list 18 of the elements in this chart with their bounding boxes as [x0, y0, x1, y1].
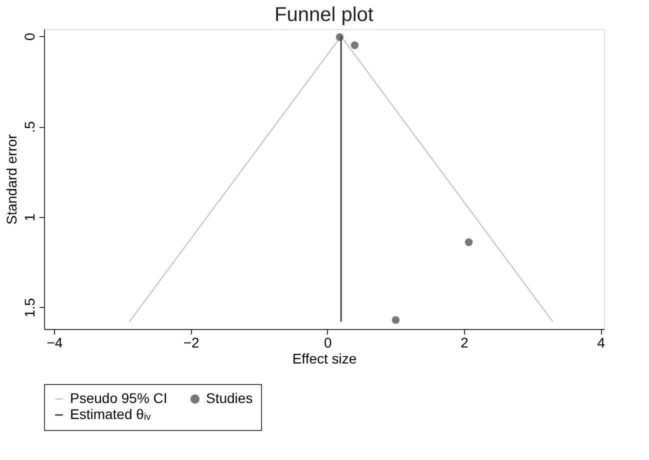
x-tick-label: 2: [460, 334, 469, 350]
point: [392, 316, 400, 324]
point: [350, 41, 359, 50]
point: [464, 238, 473, 246]
x-tick-label: −4: [46, 334, 63, 350]
x-tick-label: 4: [597, 334, 606, 350]
x-axis-title: Effect size: [292, 350, 357, 366]
chart-title: Funnel plot: [274, 4, 374, 26]
legend-label: Estimated θᵢᵥ: [70, 406, 152, 422]
legend-label: Pseudo 95% CI: [70, 390, 168, 406]
y-tick-label: .5: [22, 121, 38, 133]
y-tick-label: 0: [22, 32, 38, 41]
y-axis-title: Standard error: [4, 134, 20, 225]
y-tick-label: 1: [22, 213, 38, 222]
y-tick-label: 1.5: [22, 298, 38, 318]
x-tick-label: 0: [324, 334, 332, 350]
x-tick-label: −2: [183, 334, 200, 350]
legend-label: Studies: [206, 390, 253, 406]
